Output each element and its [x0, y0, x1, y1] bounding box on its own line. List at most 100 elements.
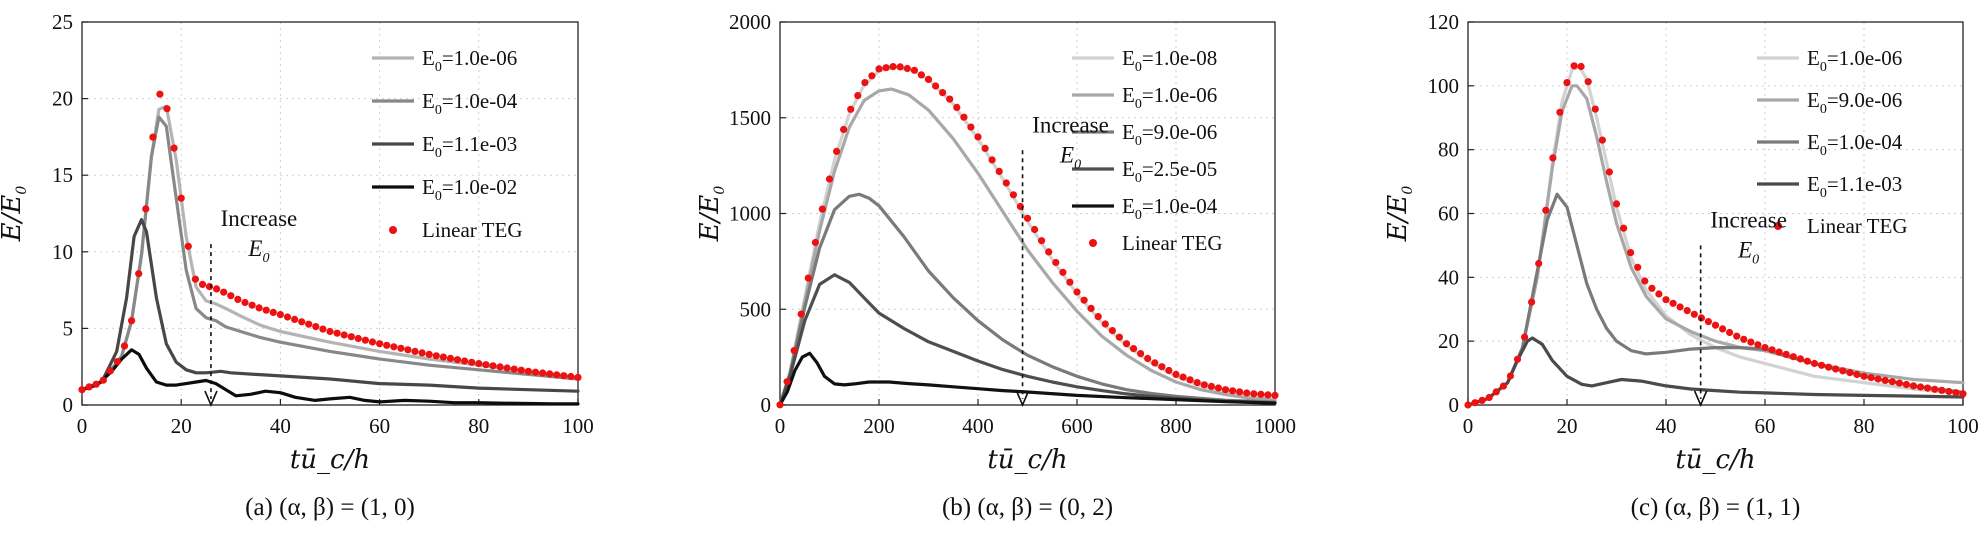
series-dot	[1521, 333, 1529, 341]
series-dot	[1250, 390, 1258, 398]
series-dot	[1122, 340, 1131, 348]
series-dot	[1243, 389, 1251, 397]
series-dot	[1796, 355, 1804, 363]
series-dot	[1038, 237, 1046, 245]
panel-caption: (a) (α, β) = (1, 0)	[245, 494, 415, 521]
series-dot	[1031, 225, 1039, 234]
series-dot	[1052, 258, 1060, 267]
series-dot	[156, 90, 164, 98]
x-tick-label: 20	[171, 414, 192, 438]
series-dot	[1810, 359, 1819, 368]
series-dot	[475, 360, 483, 368]
panel-caption: (b) (α, β) = (0, 2)	[942, 494, 1113, 521]
series-dot	[1144, 354, 1152, 363]
series-dot	[1165, 366, 1173, 375]
series-dot	[903, 64, 911, 73]
x-tick-label: 0	[77, 414, 88, 438]
x-tick-label: 100	[1947, 414, 1979, 438]
legend-label: Linear TEG	[422, 218, 523, 242]
series-dot	[1200, 381, 1208, 389]
series-dot	[910, 66, 919, 74]
series-dot	[1662, 296, 1670, 304]
series-dot	[305, 320, 313, 328]
x-tick-label: 60	[1755, 414, 1776, 438]
annotation-text-line1: Increase	[1710, 207, 1787, 232]
series-dot	[106, 367, 114, 375]
series-dot	[1803, 357, 1811, 365]
series-dot	[1535, 259, 1543, 268]
series-line-1	[80, 115, 580, 392]
series-dot	[917, 71, 926, 79]
series-dot	[163, 105, 171, 113]
x-tick-label: 80	[468, 414, 489, 438]
series-dot	[1464, 401, 1472, 409]
legend-label: E0=1.0e-04	[422, 89, 518, 118]
series-dot	[1137, 350, 1145, 358]
x-tick-label: 1000	[1254, 414, 1296, 438]
series-dot	[1867, 374, 1875, 382]
series-dot	[818, 205, 827, 213]
x-tick-label: 600	[1061, 414, 1093, 438]
legend-label: E0=1.1e-03	[422, 132, 517, 161]
legend-label: E0=1.0e-04	[1122, 194, 1218, 223]
series-dot	[1740, 335, 1748, 343]
series-dot	[453, 356, 462, 364]
legend-label: E0=9.0e-06	[1122, 120, 1217, 149]
annotation-arrow-head	[1015, 390, 1030, 408]
series-dot	[1782, 350, 1790, 358]
annotation-text-line1: Increase	[221, 206, 298, 231]
series-dot	[517, 366, 525, 374]
x-tick-label: 400	[962, 414, 994, 438]
x-tick-label: 60	[369, 414, 390, 438]
series-dot	[220, 288, 228, 296]
series-dots	[776, 63, 1279, 409]
legend-swatch-dot	[389, 226, 397, 234]
legend-label: E0=1.0e-06	[1122, 83, 1217, 112]
series-dot	[1952, 389, 1960, 397]
series-dot	[1704, 318, 1712, 326]
series-dot	[1669, 299, 1677, 307]
series-dot	[981, 144, 989, 152]
annotation-text-line2: E0	[1737, 237, 1759, 267]
series-dot	[1542, 206, 1550, 214]
series-dot	[1158, 363, 1166, 371]
series-dot	[1236, 388, 1244, 396]
series-dot	[1130, 345, 1138, 353]
annotation-arrow-head	[204, 390, 218, 408]
series-dot	[85, 383, 93, 391]
x-tick-label: 0	[775, 414, 786, 438]
series-dot	[191, 275, 199, 283]
series-dot	[1172, 370, 1180, 378]
series-dot	[1895, 379, 1903, 387]
legend-label: E0=1.0e-06	[1807, 46, 1902, 75]
y-tick-label: 20	[1438, 329, 1459, 353]
series-dot	[1229, 387, 1237, 395]
y-tick-label: 15	[52, 163, 73, 187]
series-dot	[861, 79, 869, 87]
series-dot	[882, 64, 890, 72]
series-dot	[248, 301, 256, 309]
x-axis-label: tū_c/h	[987, 445, 1067, 475]
series-dot	[78, 386, 86, 394]
series-dot	[340, 331, 348, 339]
legend-label: Linear TEG	[1122, 231, 1223, 255]
series-dot	[1853, 370, 1861, 379]
series-dot	[1080, 296, 1088, 304]
series-dot	[825, 175, 834, 183]
y-tick-label: 25	[52, 10, 73, 34]
series-dot	[397, 344, 405, 352]
series-dot	[482, 361, 490, 369]
x-tick-label: 100	[562, 414, 594, 438]
series-dot	[524, 367, 533, 375]
series-dot	[1839, 367, 1847, 375]
y-tick-label: 60	[1438, 202, 1459, 226]
series-dot	[553, 371, 561, 379]
series-dot	[988, 156, 996, 164]
series-dot	[1768, 346, 1776, 354]
series-dot	[1108, 327, 1116, 335]
series-dot	[1818, 361, 1826, 369]
series-dot	[496, 363, 504, 371]
series-dot	[1478, 396, 1486, 404]
series-dot	[1719, 325, 1727, 333]
series-dot	[1902, 380, 1910, 389]
